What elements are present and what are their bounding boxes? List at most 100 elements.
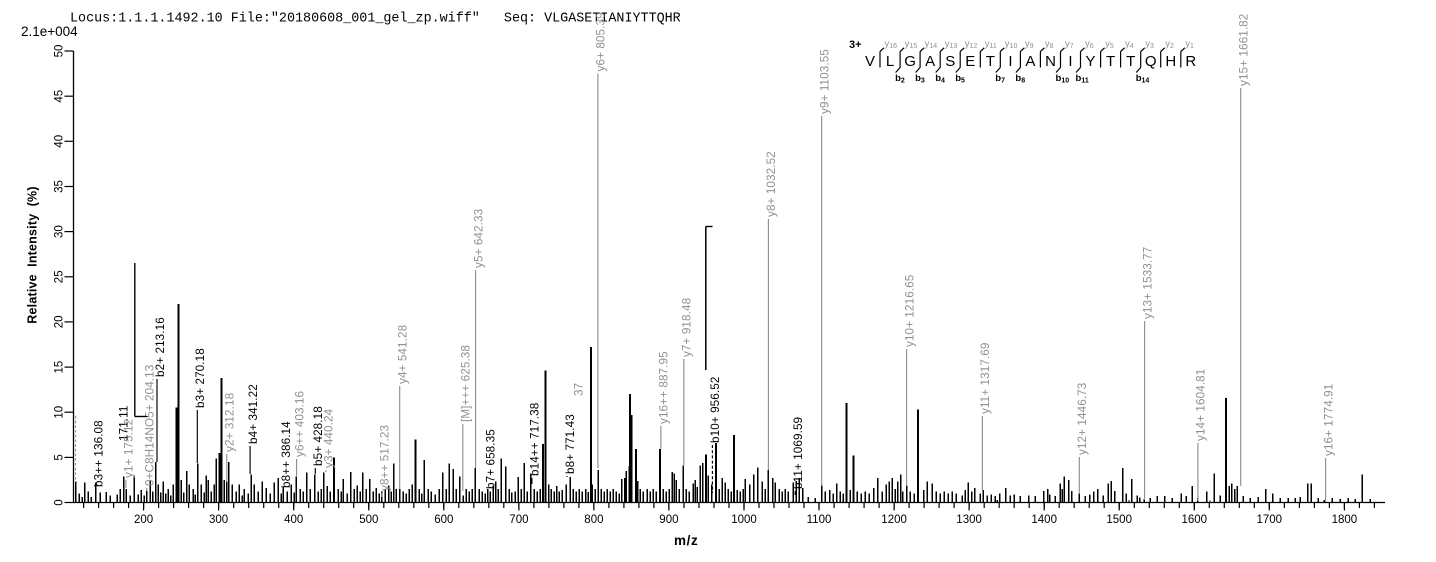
svg-text:b4: b4 (935, 73, 945, 85)
svg-text:37: 37 (573, 383, 586, 396)
svg-text:H: H (1165, 53, 1176, 70)
svg-text:y2: y2 (1165, 39, 1174, 51)
svg-text:A: A (925, 53, 935, 70)
svg-text:1000: 1000 (731, 514, 757, 526)
svg-text:1100: 1100 (807, 514, 832, 526)
svg-text:N: N (1045, 53, 1056, 70)
svg-text:3+: 3+ (849, 39, 862, 51)
svg-text:Relative Intensity (%): Relative Intensity (%) (26, 186, 40, 323)
svg-text:1500: 1500 (1106, 514, 1132, 526)
svg-text:500: 500 (359, 514, 378, 526)
svg-text:y6+ 805.39: y6+ 805.39 (595, 12, 608, 71)
svg-text:R: R (1185, 53, 1196, 70)
svg-text:y12: y12 (965, 39, 978, 51)
svg-text:30: 30 (54, 225, 66, 238)
svg-text:y5+ 642.33: y5+ 642.33 (472, 209, 485, 268)
svg-text:S: S (945, 53, 955, 70)
svg-text:5: 5 (54, 454, 66, 460)
svg-text:y8: y8 (1045, 39, 1054, 51)
svg-text:y16+ 1774.91: y16+ 1774.91 (1322, 384, 1335, 456)
svg-text:300: 300 (209, 514, 228, 526)
svg-text:y5: y5 (1105, 39, 1114, 51)
svg-text:b14++ 717.38: b14++ 717.38 (529, 403, 542, 476)
svg-text:b5+ 428.18: b5+ 428.18 (312, 406, 325, 466)
svg-text:y4+ 541.28: y4+ 541.28 (397, 325, 410, 384)
svg-text:b7: b7 (995, 73, 1005, 85)
svg-text:900: 900 (659, 514, 678, 526)
svg-text:b10: b10 (1056, 73, 1070, 85)
svg-text:b7+ 658.35: b7+ 658.35 (484, 429, 497, 489)
svg-text:0+C8H14NO5+ 204.13: 0+C8H14NO5+ 204.13 (144, 365, 157, 486)
svg-text:b8+ 771.43: b8+ 771.43 (564, 414, 577, 474)
svg-text:L: L (886, 53, 894, 70)
svg-text:y14: y14 (925, 39, 938, 51)
svg-text:y11+ 1317.69: y11+ 1317.69 (979, 343, 992, 415)
svg-text:y3+ 440.24: y3+ 440.24 (323, 408, 336, 468)
svg-text:25: 25 (54, 270, 66, 283)
svg-text:200: 200 (134, 514, 153, 526)
svg-text:I: I (1068, 53, 1072, 70)
svg-text:1300: 1300 (956, 514, 982, 526)
svg-text:800: 800 (584, 514, 603, 526)
svg-text:y9+ 1103.55: y9+ 1103.55 (819, 49, 832, 114)
svg-text:y2+ 312.18: y2+ 312.18 (224, 393, 237, 452)
svg-text:b14: b14 (1136, 73, 1150, 85)
svg-text:y16++ 887.95: y16++ 887.95 (658, 351, 671, 424)
svg-text:35: 35 (54, 180, 66, 193)
svg-text:[M]+++ 625.38: [M]+++ 625.38 (460, 345, 473, 422)
svg-text:y4: y4 (1125, 39, 1134, 51)
svg-text:I: I (1008, 53, 1012, 70)
svg-text:b5: b5 (955, 73, 965, 85)
svg-text:y3: y3 (1145, 39, 1154, 51)
svg-text:y12+ 1446.73: y12+ 1446.73 (1076, 383, 1089, 455)
svg-text:y16: y16 (885, 39, 898, 51)
svg-text:y13: y13 (945, 39, 958, 51)
svg-text:y8++ 517.23: y8++ 517.23 (379, 425, 392, 491)
svg-text:700: 700 (509, 514, 528, 526)
svg-text:y10: y10 (1005, 39, 1018, 51)
svg-text:1700: 1700 (1257, 514, 1283, 526)
svg-text:T: T (1126, 53, 1135, 70)
svg-text:y15: y15 (905, 39, 918, 51)
svg-text:Q: Q (1145, 53, 1157, 70)
svg-text:b11+ 1069.59: b11+ 1069.59 (792, 417, 805, 489)
svg-text:y13+ 1533.77: y13+ 1533.77 (1141, 247, 1154, 319)
svg-text:G: G (904, 53, 916, 70)
svg-text:b3++ 136.08: b3++ 136.08 (92, 420, 105, 487)
svg-text:45: 45 (54, 90, 66, 103)
svg-text:y8+ 1032.52: y8+ 1032.52 (765, 151, 778, 217)
svg-text:b3+ 270.18: b3+ 270.18 (194, 348, 207, 408)
svg-text:y1: y1 (1185, 39, 1194, 51)
svg-text:E: E (965, 53, 975, 70)
svg-text:Y: Y (1085, 53, 1095, 70)
svg-text:2.1e+004: 2.1e+004 (21, 24, 78, 39)
svg-text:20: 20 (54, 316, 66, 329)
svg-text:y15+ 1661.82: y15+ 1661.82 (1238, 14, 1251, 86)
svg-text:y11: y11 (985, 39, 997, 51)
svg-text:b8++ 386.14: b8++ 386.14 (280, 421, 293, 488)
svg-text:b11: b11 (1076, 73, 1089, 85)
svg-text:b3: b3 (915, 73, 925, 85)
svg-text:T: T (1106, 53, 1115, 70)
svg-text:y10+ 1216.65: y10+ 1216.65 (903, 274, 916, 347)
svg-text:b2+ 213.16: b2+ 213.16 (154, 317, 167, 377)
svg-text:1200: 1200 (881, 514, 907, 526)
svg-text:1400: 1400 (1031, 514, 1057, 526)
svg-text:400: 400 (284, 514, 303, 526)
svg-text:y7+ 918.48: y7+ 918.48 (681, 298, 694, 357)
svg-text:171.11: 171.11 (118, 406, 131, 441)
svg-text:0: 0 (54, 499, 66, 505)
svg-text:V: V (865, 53, 875, 70)
svg-text:y1+ 175.12: y1+ 175.12 (123, 419, 136, 478)
svg-text:b4+ 341.22: b4+ 341.22 (247, 384, 260, 444)
svg-text:50: 50 (54, 45, 66, 58)
svg-text:m/z: m/z (674, 533, 698, 548)
svg-text:y6: y6 (1085, 39, 1094, 51)
svg-text:T: T (986, 53, 995, 70)
svg-text:600: 600 (434, 514, 453, 526)
svg-text:Locus:1.1.1.1492.10 File:"2018: Locus:1.1.1.1492.10 File:"20180608_001_g… (70, 12, 681, 27)
svg-text:y6++ 403.16: y6++ 403.16 (293, 391, 306, 457)
svg-text:1600: 1600 (1182, 514, 1208, 526)
svg-text:40: 40 (54, 135, 66, 148)
svg-text:A: A (1025, 53, 1035, 70)
